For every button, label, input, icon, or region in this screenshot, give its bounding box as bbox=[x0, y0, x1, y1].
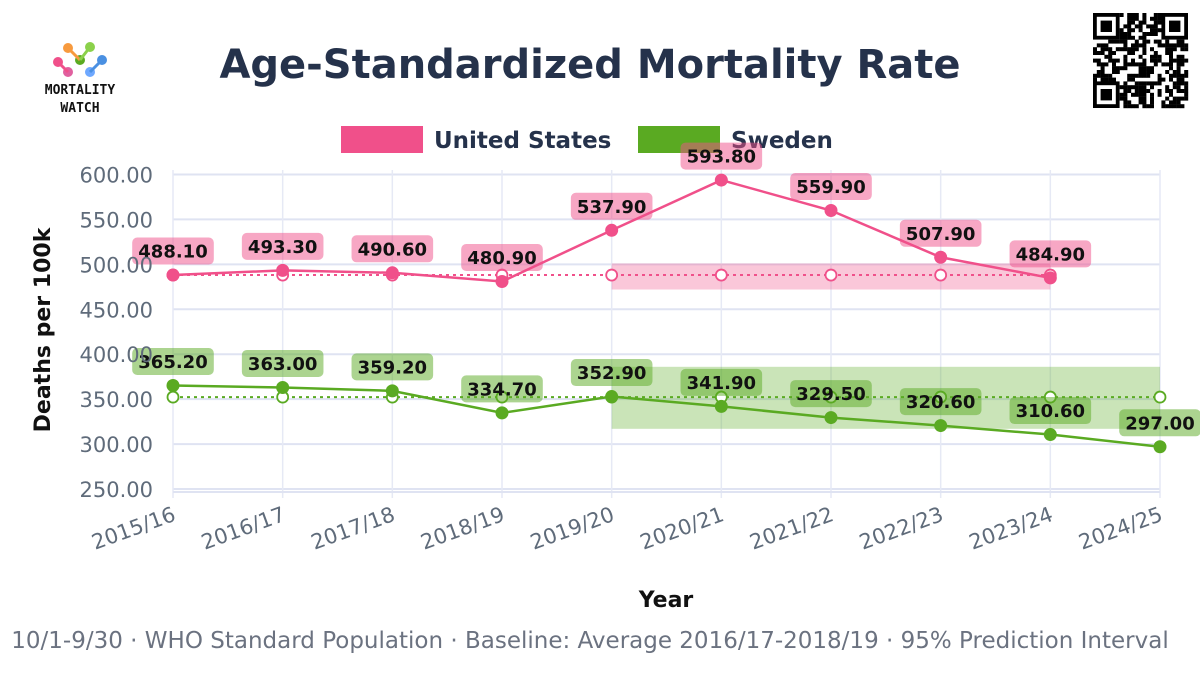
x-tick-label: 2022/23 bbox=[856, 502, 946, 554]
data-label: 334.70 bbox=[467, 379, 536, 400]
x-tick-label: 2015/16 bbox=[89, 502, 179, 554]
data-point bbox=[1043, 428, 1057, 442]
y-tick-label: 350.00 bbox=[80, 388, 153, 412]
data-point bbox=[824, 411, 838, 425]
data-label-box bbox=[570, 359, 653, 387]
data-label: 320.60 bbox=[906, 392, 975, 413]
data-point bbox=[385, 384, 399, 398]
logo-text-line1: MORTALITY bbox=[45, 83, 116, 98]
data-label: 329.50 bbox=[796, 384, 865, 405]
data-label: 559.90 bbox=[796, 177, 865, 198]
baseline-point bbox=[824, 268, 838, 282]
data-point bbox=[714, 173, 728, 187]
y-tick-label: 600.00 bbox=[80, 163, 153, 187]
data-label: 352.90 bbox=[577, 363, 646, 384]
grid bbox=[172, 170, 1161, 498]
data-label: 341.90 bbox=[687, 373, 756, 394]
qr-code-icon bbox=[1091, 11, 1190, 110]
data-label-box bbox=[1119, 409, 1200, 437]
baseline-point bbox=[166, 390, 180, 404]
data-label-box bbox=[899, 219, 982, 247]
x-axis-title: Year bbox=[638, 588, 694, 613]
data-label-box bbox=[790, 173, 872, 201]
data-label: 593.80 bbox=[687, 147, 756, 168]
data-point bbox=[824, 204, 838, 218]
data-label: 480.90 bbox=[467, 248, 536, 269]
data-point bbox=[166, 378, 180, 392]
x-tick-label: 2019/20 bbox=[527, 502, 617, 554]
data-point bbox=[605, 223, 619, 237]
y-tick-label: 550.00 bbox=[80, 208, 153, 232]
data-point bbox=[934, 250, 948, 264]
data-label-box bbox=[241, 349, 324, 377]
series-line bbox=[172, 384, 1161, 449]
baseline-point bbox=[1153, 390, 1167, 404]
data-label-box bbox=[461, 244, 543, 272]
x-tick-label: 2016/17 bbox=[198, 502, 288, 554]
data-label-box bbox=[680, 142, 763, 170]
x-tick-label: 2021/22 bbox=[747, 502, 837, 554]
data-labels: 488.10 493.30 490.60 480.90 537.90 593.80 559.… bbox=[132, 142, 1200, 437]
data-label: 537.90 bbox=[577, 197, 646, 218]
data-point bbox=[934, 419, 948, 433]
data-label-box bbox=[570, 192, 653, 220]
y-axis-title: Deaths per 100k bbox=[31, 226, 56, 432]
data-label-box bbox=[132, 237, 214, 265]
data-label: 365.20 bbox=[138, 352, 207, 373]
data-label-box bbox=[1009, 397, 1092, 425]
data-label: 359.20 bbox=[358, 357, 427, 378]
x-axis-ticks: 2015/16 2016/17 2017/18 2018/19 2019/20 2020/… bbox=[89, 502, 1166, 554]
y-tick-label: 400.00 bbox=[80, 343, 153, 367]
y-axis-ticks: 250.00 300.00 350.00 400.00 450.00 500.00 550.… bbox=[80, 163, 153, 502]
data-label: 488.10 bbox=[138, 242, 207, 263]
chart-title: Age-Standardized Mortality Rate bbox=[219, 42, 960, 88]
data-label-box bbox=[680, 368, 763, 396]
mortality-watch-logo: MORTALITY WATCH bbox=[45, 42, 116, 116]
footer-note: 10/1-9/30 · WHO Standard Population · Ba… bbox=[11, 628, 1168, 654]
x-tick-label: 2024/25 bbox=[1076, 502, 1166, 554]
data-label-box bbox=[1009, 240, 1092, 268]
data-label-box bbox=[899, 388, 982, 416]
data-label-box bbox=[351, 235, 434, 263]
data-point bbox=[166, 268, 180, 282]
data-label: 490.60 bbox=[358, 239, 427, 260]
data-point bbox=[495, 275, 509, 289]
data-label: 484.90 bbox=[1016, 244, 1085, 265]
baseline-point bbox=[934, 268, 948, 282]
x-tick-label: 2023/24 bbox=[966, 502, 1056, 554]
logo-text-line2: WATCH bbox=[60, 101, 99, 116]
data-label-box bbox=[241, 232, 324, 260]
data-label: 493.30 bbox=[248, 237, 317, 258]
data-point bbox=[714, 399, 728, 413]
data-point bbox=[605, 390, 619, 404]
data-label: 310.60 bbox=[1016, 401, 1085, 422]
data-label: 363.00 bbox=[248, 354, 317, 375]
x-tick-label: 2018/19 bbox=[418, 502, 508, 554]
y-tick-label: 250.00 bbox=[80, 478, 153, 502]
legend-label-united-states: United States bbox=[434, 128, 611, 154]
data-label-box bbox=[790, 380, 872, 408]
data-point bbox=[1043, 271, 1057, 285]
legend-swatch-united-states bbox=[341, 126, 423, 153]
x-tick-label: 2017/18 bbox=[308, 502, 398, 554]
x-tick-label: 2020/21 bbox=[637, 502, 727, 554]
data-label: 297.00 bbox=[1125, 413, 1194, 434]
data-point bbox=[276, 380, 290, 394]
data-point bbox=[495, 406, 509, 420]
data-label-box bbox=[351, 353, 434, 381]
legend: United States Sweden bbox=[341, 126, 833, 154]
data-label: 507.90 bbox=[906, 224, 975, 245]
data-point bbox=[276, 263, 290, 277]
y-tick-label: 500.00 bbox=[80, 253, 153, 277]
data-label-box bbox=[132, 347, 214, 375]
logo-mark-icon bbox=[53, 42, 107, 77]
baseline-point bbox=[605, 268, 619, 282]
data-label-box bbox=[461, 375, 543, 403]
data-point bbox=[385, 266, 399, 280]
data-point bbox=[1153, 440, 1167, 454]
baseline-point bbox=[714, 268, 728, 282]
y-tick-label: 300.00 bbox=[80, 433, 153, 457]
y-tick-label: 450.00 bbox=[80, 298, 153, 322]
